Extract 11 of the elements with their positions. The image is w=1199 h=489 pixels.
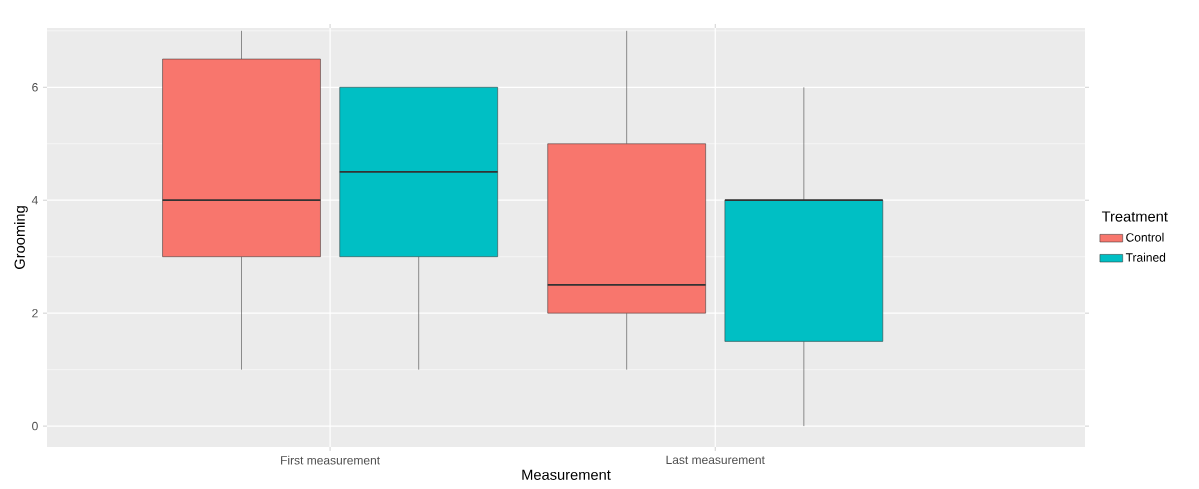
x-tick-label: Last measurement	[666, 455, 765, 465]
legend-label: Control	[1126, 232, 1164, 242]
y-axis-title: Grooming	[14, 206, 28, 269]
legend-label: Trained	[1125, 252, 1166, 262]
x-axis-title: Measurement	[522, 469, 611, 480]
x-tick-label: First measurement	[281, 455, 380, 465]
y-tick-label: 0	[32, 421, 38, 431]
y-tick-label: 6	[32, 83, 38, 92]
y-tick-label: 4	[31, 196, 38, 205]
legend-title: Treatment	[1101, 211, 1168, 222]
y-tick-label: 2	[32, 308, 38, 318]
